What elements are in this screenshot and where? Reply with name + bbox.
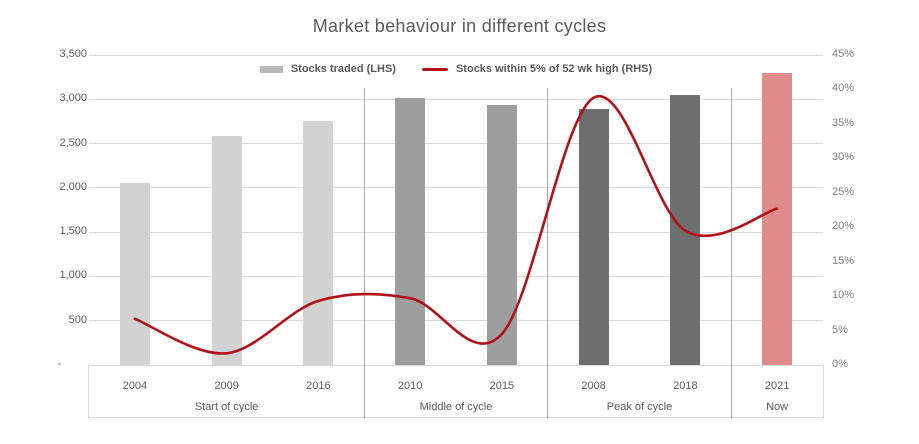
group-separator bbox=[363, 88, 365, 418]
category-label-2008: 2008 bbox=[581, 380, 606, 392]
bar-swatch-icon bbox=[259, 65, 283, 73]
left-axis-tick: - bbox=[57, 358, 61, 370]
legend-label-52wk-high: Stocks within 5% of 52 wk high (RHS) bbox=[455, 63, 653, 75]
bar-2010 bbox=[395, 98, 426, 365]
group-label: Peak of cycle bbox=[606, 401, 673, 413]
right-axis-tick: 40% bbox=[832, 82, 855, 95]
chart-title: Market behaviour in different cycles bbox=[312, 16, 607, 36]
bar-2004 bbox=[119, 182, 150, 365]
legend-label-stocks-traded: Stocks traded (LHS) bbox=[290, 63, 396, 75]
left-axis-tick: 2,000 bbox=[59, 180, 87, 193]
left-axis-tick: 3,500 bbox=[59, 48, 87, 60]
gridline bbox=[89, 54, 823, 56]
gridline bbox=[89, 275, 823, 277]
left-axis-tick: 1,000 bbox=[59, 269, 87, 282]
gridline bbox=[89, 98, 823, 100]
category-label-2016: 2016 bbox=[306, 380, 331, 392]
legend-item-52wk-high: Stocks within 5% of 52 wk high (RHS) bbox=[421, 63, 653, 75]
legend: Stocks traded (LHS) Stocks within 5% of … bbox=[89, 61, 823, 77]
category-label-2009: 2009 bbox=[214, 380, 239, 392]
group-label: Start of cycle bbox=[194, 401, 259, 413]
right-axis-tick: 35% bbox=[832, 116, 855, 129]
right-axis-tick: 20% bbox=[832, 220, 855, 233]
group-label: Middle of cycle bbox=[419, 401, 493, 413]
legend-item-stocks-traded: Stocks traded (LHS) bbox=[259, 63, 396, 75]
left-axis-tick: 3,000 bbox=[59, 92, 87, 105]
right-axis-tick: 5% bbox=[832, 323, 848, 336]
right-axis-tick: 0% bbox=[832, 358, 848, 370]
right-axis-tick: 25% bbox=[832, 185, 855, 198]
category-label-2021: 2021 bbox=[764, 380, 790, 392]
left-axis-tick: 2,500 bbox=[59, 136, 87, 149]
bar-2018 bbox=[670, 94, 701, 365]
category-label-2004: 2004 bbox=[122, 380, 148, 392]
line-swatch-icon bbox=[421, 67, 448, 71]
right-axis-tick: 15% bbox=[832, 254, 855, 267]
gridline bbox=[89, 187, 823, 189]
group-label: Now bbox=[766, 401, 789, 413]
gridline bbox=[89, 143, 823, 145]
bar-2008 bbox=[578, 108, 609, 365]
group-separator bbox=[730, 88, 732, 418]
bar-2009 bbox=[211, 136, 242, 365]
category-label-2010: 2010 bbox=[397, 380, 423, 392]
category-label-2015: 2015 bbox=[489, 380, 515, 392]
right-axis-tick: 30% bbox=[832, 151, 855, 164]
category-axis-box bbox=[88, 365, 824, 418]
gridline bbox=[89, 320, 823, 322]
right-axis-tick: 45% bbox=[832, 48, 855, 60]
right-axis-tick: 10% bbox=[832, 289, 855, 302]
gridline bbox=[89, 231, 823, 233]
left-axis-tick: 1,500 bbox=[59, 225, 87, 238]
bar-2016 bbox=[303, 120, 334, 365]
category-label-2018: 2018 bbox=[673, 380, 698, 392]
left-axis-tick: 500 bbox=[68, 313, 87, 326]
bar-2015 bbox=[486, 105, 517, 365]
bar-2021 bbox=[762, 73, 793, 365]
group-separator bbox=[547, 88, 549, 418]
